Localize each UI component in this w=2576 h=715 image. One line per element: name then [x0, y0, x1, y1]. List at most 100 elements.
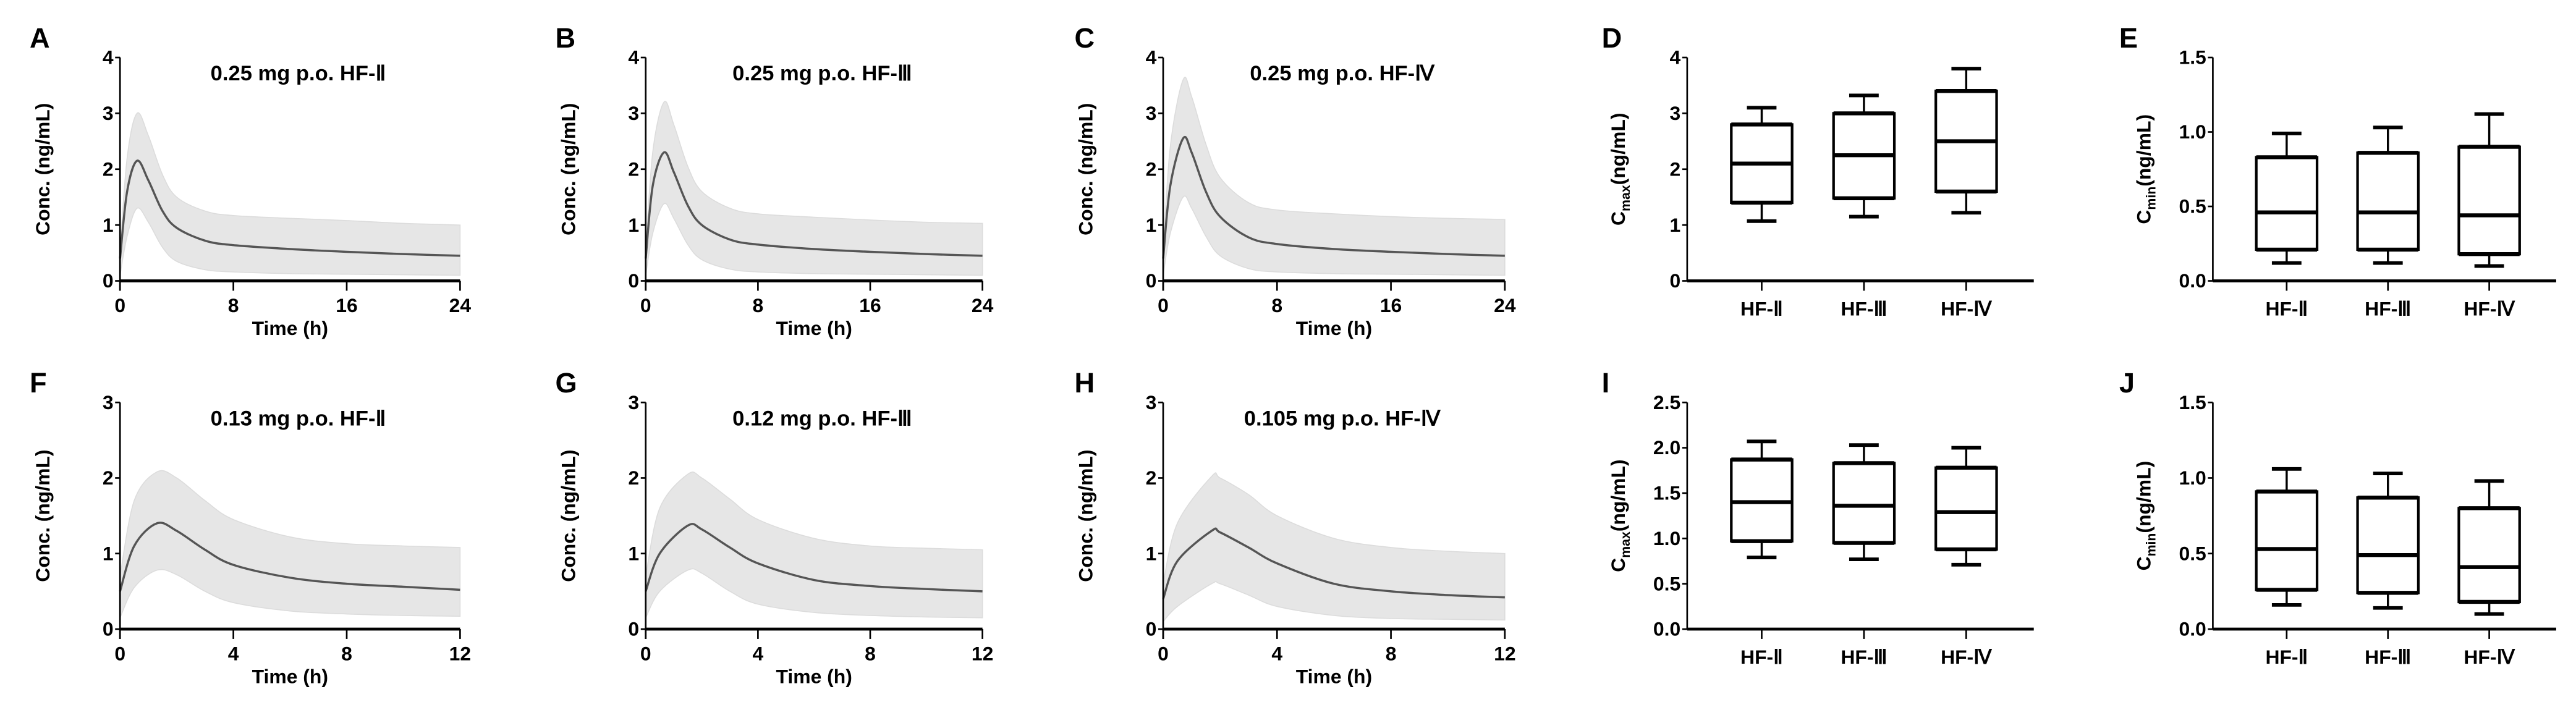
panel-b: B 0 1 2 3 4 0 8 16 24 Time (h) 0.25 mg p.o. HF-Ⅲ Con…: [556, 22, 994, 339]
prediction-interval-band: [645, 101, 983, 276]
x-tick-label: HF-Ⅳ: [1941, 297, 1993, 319]
iqr-box: [2457, 145, 2521, 256]
x-tick-label: 12: [972, 642, 993, 664]
chart-title: 0.25 mg p.o. HF-Ⅳ: [1250, 62, 1435, 85]
y-tick-label: 1: [1670, 214, 1681, 236]
panel-d: D 0 1 2 3 4 HF-Ⅱ HF-Ⅲ HF-Ⅳ Cmax(ng/mL): [1602, 22, 2034, 319]
y-tick-label: 2: [1146, 158, 1157, 180]
box-3: [1934, 446, 1998, 567]
y-tick-label: 2: [628, 158, 639, 180]
y-tick-label: 3: [1670, 102, 1681, 124]
box-3: [1934, 67, 1998, 215]
y-tick-label: 1: [628, 542, 639, 564]
panel-letter: J: [2119, 367, 2135, 399]
median-line: [645, 523, 983, 593]
prediction-interval-band: [119, 470, 461, 618]
x-tick-label: HF-Ⅱ: [1740, 646, 1783, 668]
y-tick-label: 2: [628, 467, 639, 489]
x-tick-label: HF-Ⅳ: [2464, 646, 2515, 668]
x-tick-label: 0: [640, 294, 651, 316]
panel-letter: H: [1074, 367, 1095, 399]
x-tick-label: 8: [341, 642, 352, 664]
panel-letter: B: [556, 22, 576, 54]
chart-title: 0.12 mg p.o. HF-Ⅲ: [732, 407, 912, 430]
box-2: [2356, 472, 2420, 610]
panel-letter: F: [30, 367, 47, 399]
y-tick-label: 1: [628, 214, 639, 236]
panel-letter: I: [1602, 367, 1610, 399]
box-3: [2457, 112, 2521, 268]
panel-letter: D: [1602, 22, 1622, 54]
iqr-box: [2255, 490, 2319, 591]
x-tick-label: HF-Ⅳ: [1941, 646, 1993, 668]
x-tick-label: 4: [753, 642, 764, 664]
y-tick-label: 0.0: [1653, 618, 1680, 640]
panel-a: A 0 1 2 3 4 0 8 16 24 Time (h) 0.25 mg p.o. HF-Ⅱ Con…: [30, 22, 471, 339]
x-tick-label: HF-Ⅱ: [2265, 297, 2308, 319]
panel-letter: A: [30, 22, 50, 54]
y-axis-label-sub: max: [1618, 185, 1633, 211]
median-line: [1162, 136, 1505, 259]
y-tick-label: 4: [1146, 46, 1157, 69]
prediction-interval-band: [1163, 77, 1506, 276]
y-tick-label: 1.5: [1653, 482, 1680, 504]
iqr-box: [2356, 151, 2420, 252]
y-axis-label-unit: (ng/mL): [1607, 113, 1629, 185]
x-tick-label: HF-Ⅲ: [2365, 297, 2411, 319]
x-tick-label: 8: [1386, 642, 1397, 664]
y-axis-label-main: C: [2132, 556, 2154, 570]
iqr-box: [2255, 156, 2319, 252]
x-tick-label: 0: [114, 642, 125, 664]
y-tick-label: 3: [103, 102, 114, 124]
median-line: [119, 522, 460, 592]
x-tick-label: 0: [114, 294, 125, 316]
y-axis-label: Conc. (ng/mL): [32, 449, 54, 582]
median-line: [119, 159, 460, 259]
y-tick-label: 0.5: [1653, 572, 1680, 594]
y-tick-label: 3: [1146, 102, 1157, 124]
x-tick-label: 8: [1271, 294, 1282, 316]
y-tick-label: 1.5: [2179, 46, 2206, 69]
y-tick-label: 2: [103, 158, 114, 180]
y-axis-label: Conc. (ng/mL): [557, 449, 579, 582]
y-axis-label: Cmax(ng/mL): [1607, 459, 1633, 572]
y-axis-label-unit: (ng/mL): [2132, 114, 2154, 187]
box-1: [1730, 439, 1794, 560]
y-tick-label: 3: [628, 102, 639, 124]
y-axis-label-sub: max: [1618, 531, 1633, 558]
y-tick-label: 1.0: [1653, 527, 1680, 549]
x-axis-label: Time (h): [1296, 317, 1372, 339]
y-tick-label: 0: [1670, 269, 1681, 292]
y-tick-label: 4: [103, 46, 114, 69]
y-tick-label: 2.0: [1653, 436, 1680, 459]
y-tick-label: 0: [1146, 618, 1157, 640]
x-axis-label: Time (h): [252, 666, 328, 688]
x-axis-label: Time (h): [776, 666, 852, 688]
box-2: [2356, 125, 2420, 265]
y-axis-label: Conc. (ng/mL): [1075, 449, 1097, 582]
panel-i: I 0.0 0.5 1.0 1.5 2.0 2.5 HF-Ⅱ HF-Ⅲ HF-Ⅳ Cmax(ng/m…: [1602, 367, 2034, 668]
median-line: [645, 151, 983, 259]
chart-title: 0.25 mg p.o. HF-Ⅲ: [732, 62, 912, 85]
y-tick-label: 2.5: [1653, 391, 1680, 413]
chart-title: 0.13 mg p.o. HF-Ⅱ: [211, 407, 386, 430]
y-axis-label: Cmin(ng/mL): [2132, 114, 2158, 224]
y-tick-label: 3: [103, 391, 114, 413]
x-tick-label: 0: [1158, 294, 1169, 316]
iqr-box: [2356, 496, 2420, 594]
x-tick-label: 24: [449, 294, 472, 316]
y-axis-label-main: C: [1607, 558, 1629, 572]
y-axis-label-unit: (ng/mL): [1607, 459, 1629, 531]
y-axis-label: Conc. (ng/mL): [1075, 103, 1097, 235]
y-tick-label: 0: [103, 269, 114, 292]
y-axis-label-sub: min: [2143, 533, 2158, 557]
box-1: [2255, 132, 2319, 265]
x-axis-label: Time (h): [252, 317, 328, 339]
median-line: [1162, 527, 1505, 599]
box-1: [2255, 467, 2319, 607]
y-tick-label: 3: [1146, 391, 1157, 413]
panel-letter: E: [2119, 22, 2138, 54]
